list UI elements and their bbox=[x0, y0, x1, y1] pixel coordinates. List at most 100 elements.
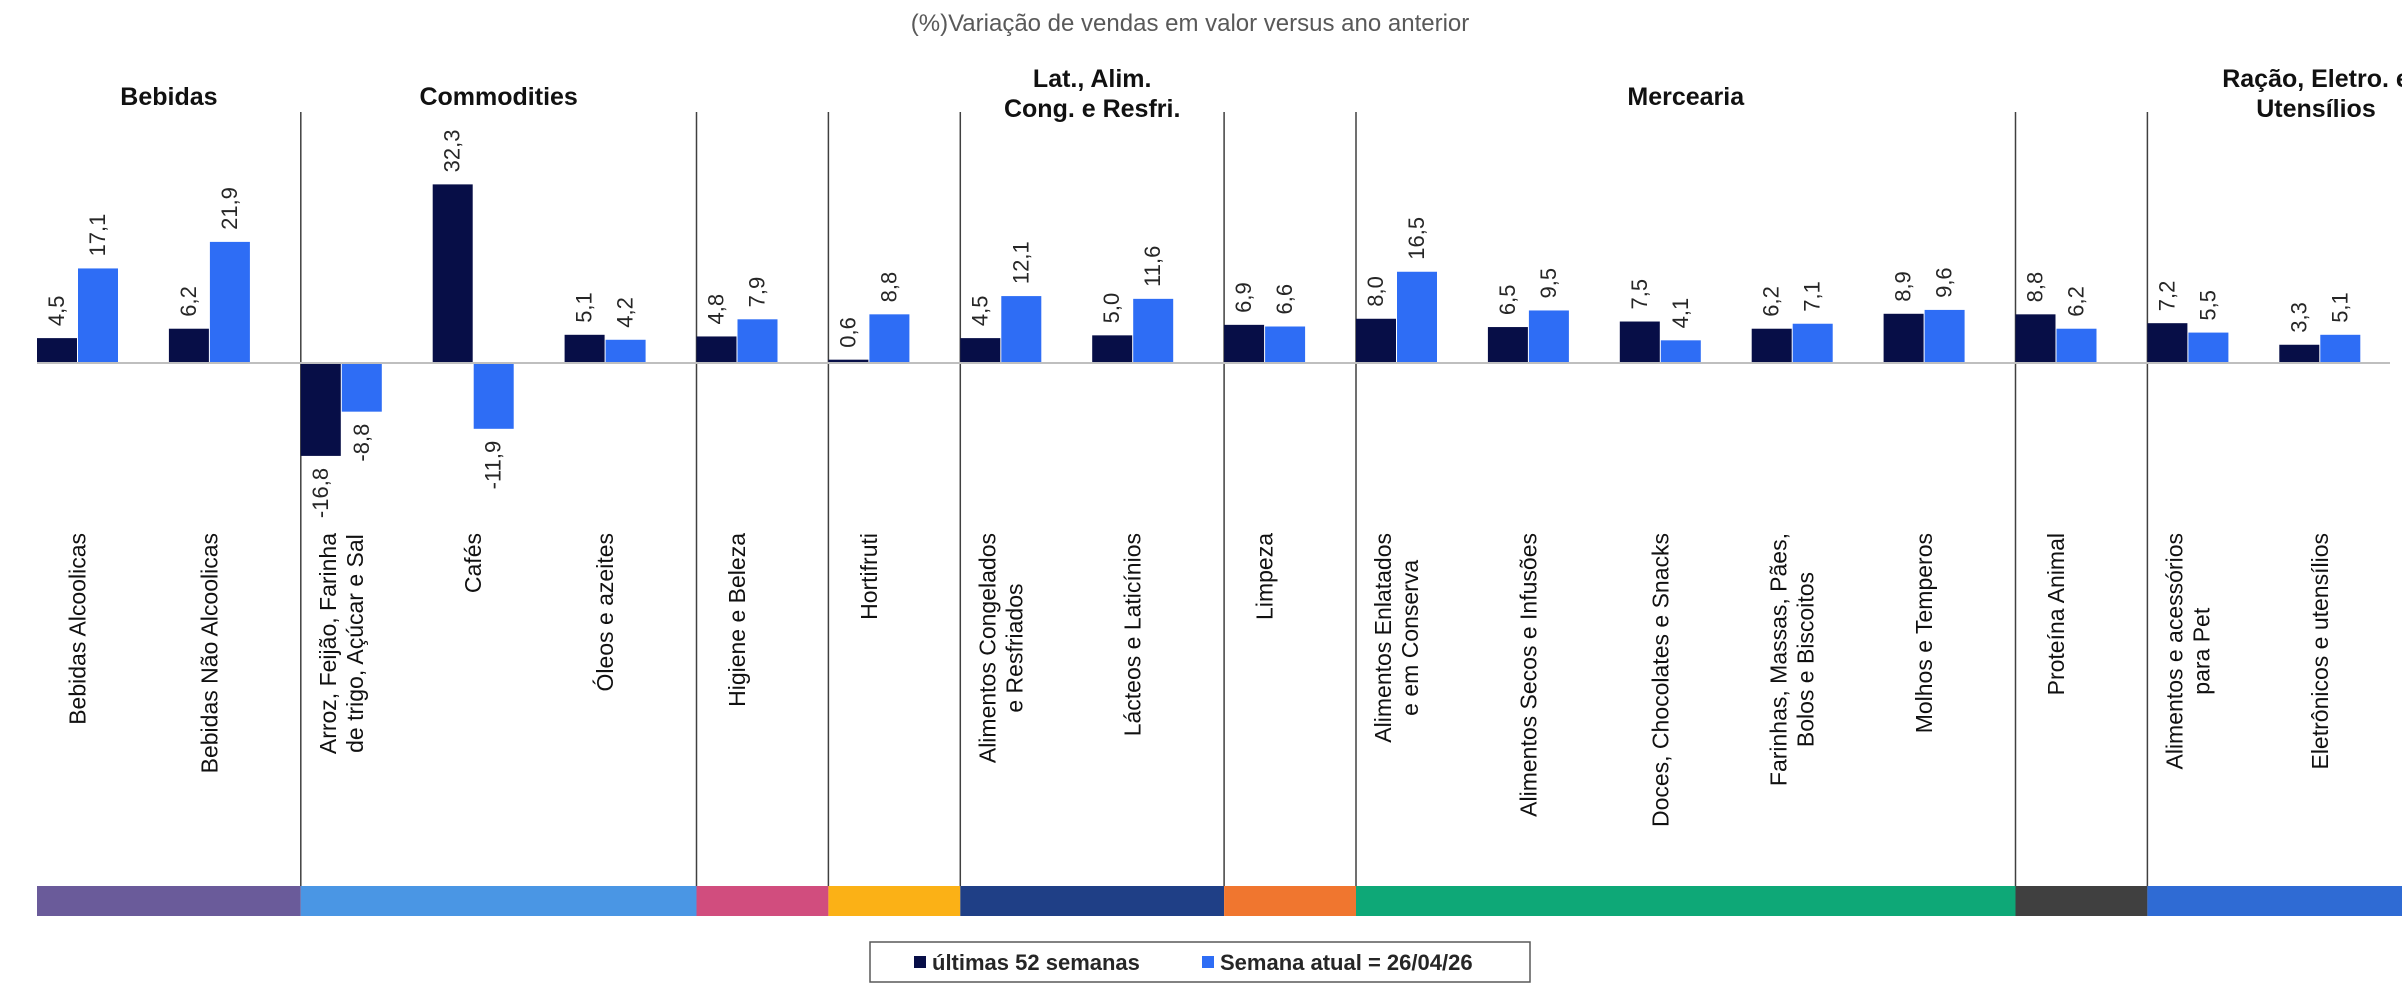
group-band-5 bbox=[960, 886, 1225, 916]
group-band-8 bbox=[2015, 886, 2148, 916]
value-label: 6,2 bbox=[2064, 286, 2089, 317]
category-label: Proteína Animal bbox=[2043, 533, 2069, 695]
value-label: 4,5 bbox=[967, 296, 992, 327]
group-band-1 bbox=[37, 886, 301, 916]
value-label: 5,1 bbox=[2327, 292, 2352, 323]
bar-last-52-weeks bbox=[696, 336, 737, 363]
group-band-7 bbox=[1356, 886, 2016, 916]
value-label: 32,3 bbox=[440, 130, 465, 173]
bar-current-week bbox=[2056, 328, 2097, 363]
value-label: 8,8 bbox=[2023, 272, 2048, 303]
value-label: -8,8 bbox=[349, 424, 374, 462]
value-label: 7,1 bbox=[1800, 281, 1825, 312]
category-label: Alimentos Congeladose Resfriados bbox=[974, 533, 1027, 763]
group-label-lat-alim-cong-e-resfri: Lat., Alim. Cong. e Resfri. bbox=[1004, 65, 1180, 123]
bar-last-52-weeks bbox=[1487, 327, 1528, 363]
group-band-3 bbox=[696, 886, 829, 916]
group-label-bebidas: Bebidas bbox=[120, 83, 217, 111]
bar-last-52-weeks bbox=[2147, 323, 2188, 363]
value-label: 21,9 bbox=[217, 187, 242, 230]
bar-current-week bbox=[1265, 326, 1306, 363]
legend-swatch-52-weeks bbox=[914, 956, 926, 968]
category-label: Limpeza bbox=[1252, 533, 1278, 620]
bar-current-week bbox=[869, 314, 910, 363]
value-label: 11,6 bbox=[1140, 246, 1165, 287]
bar-current-week bbox=[1133, 298, 1174, 363]
value-label: 4,8 bbox=[704, 294, 729, 325]
value-label: 5,0 bbox=[1099, 293, 1124, 324]
value-label: 12,1 bbox=[1008, 241, 1033, 284]
value-label: -16,8 bbox=[308, 468, 333, 518]
category-label: Cafés bbox=[460, 533, 486, 593]
value-label: 6,9 bbox=[1231, 282, 1256, 313]
bar-current-week bbox=[605, 339, 646, 363]
value-label: 4,5 bbox=[44, 296, 69, 327]
value-label: 6,2 bbox=[1759, 286, 1784, 317]
category-label: Óleos e azeites bbox=[592, 533, 618, 692]
bar-current-week bbox=[341, 363, 382, 412]
bar-last-52-weeks bbox=[828, 359, 869, 363]
group-band-6 bbox=[1224, 886, 1356, 916]
value-label: -11,9 bbox=[481, 441, 506, 490]
bar-current-week bbox=[1001, 296, 1042, 363]
value-label: 6,5 bbox=[1495, 284, 1520, 315]
bar-last-52-weeks bbox=[300, 363, 341, 456]
bar-current-week bbox=[1397, 271, 1437, 363]
category-label: Arroz, Feijão, Farinhade trigo, Açúcar e… bbox=[315, 533, 368, 754]
value-label: 7,9 bbox=[745, 277, 770, 308]
group-band-9 bbox=[2147, 886, 2402, 916]
value-label: 0,6 bbox=[835, 317, 860, 348]
category-label: Alimentos e acessóriospara Pet bbox=[2161, 533, 2214, 770]
group-label-racao-eletro-e-utensilios: Ração, Eletro. e Utensílios bbox=[2222, 65, 2402, 123]
bar-current-week bbox=[209, 241, 250, 363]
value-label: 6,6 bbox=[1272, 284, 1297, 315]
bar-last-52-weeks bbox=[960, 338, 1001, 363]
category-label: Molhos e Temperos bbox=[1911, 533, 1937, 733]
value-label: 7,5 bbox=[1627, 279, 1652, 310]
value-label: 9,6 bbox=[1932, 267, 1957, 298]
category-label: Hortifruti bbox=[856, 533, 882, 620]
value-label: 16,5 bbox=[1404, 217, 1429, 260]
bar-last-52-weeks bbox=[564, 334, 605, 363]
value-label: 8,9 bbox=[1891, 271, 1916, 302]
value-label: 8,8 bbox=[876, 272, 901, 303]
bar-current-week bbox=[737, 319, 778, 363]
value-label: 9,5 bbox=[1536, 268, 1561, 299]
legend-box bbox=[869, 941, 1531, 983]
bar-current-week bbox=[2188, 332, 2229, 363]
group-label-commodities: Commodities bbox=[419, 83, 577, 111]
bar-last-52-weeks bbox=[1224, 324, 1265, 363]
bar-last-52-weeks bbox=[37, 338, 77, 363]
bar-current-week bbox=[1924, 309, 1965, 363]
chart-title: (%)Variação de vendas em valor versus an… bbox=[911, 10, 1470, 37]
category-label: Bebidas Alcoolicas bbox=[65, 533, 91, 725]
value-label: 5,5 bbox=[2195, 290, 2220, 321]
value-label: 4,2 bbox=[613, 297, 638, 328]
value-label: 3,3 bbox=[2286, 302, 2311, 333]
bar-last-52-weeks bbox=[2279, 344, 2320, 363]
value-label: 4,1 bbox=[1668, 298, 1693, 329]
value-label: 8,0 bbox=[1363, 276, 1388, 307]
value-label: 7,2 bbox=[2154, 281, 2179, 312]
bar-last-52-weeks bbox=[168, 328, 209, 363]
bar-current-week bbox=[1792, 323, 1833, 363]
legend-swatch-current-week bbox=[1202, 956, 1214, 968]
category-label: Eletrônicos e utensílios bbox=[2307, 533, 2333, 770]
bar-last-52-weeks bbox=[1883, 313, 1924, 363]
bar-current-week bbox=[1660, 340, 1701, 363]
bar-last-52-weeks bbox=[1751, 328, 1792, 363]
legend-label-current-week: Semana atual = 26/04/26 bbox=[1220, 950, 1473, 975]
group-band-2 bbox=[300, 886, 697, 916]
bar-current-week bbox=[473, 363, 514, 429]
value-label: 5,1 bbox=[572, 292, 597, 323]
category-label: Alimentos Secos e Infusões bbox=[1515, 533, 1541, 817]
legend: últimas 52 semanas Semana atual = 26/04/… bbox=[869, 941, 1531, 983]
bar-last-52-weeks bbox=[1356, 318, 1396, 363]
group-label-mercearia: Mercearia bbox=[1627, 83, 1745, 111]
bar-current-week bbox=[1528, 310, 1569, 363]
category-label: Alimentos Enlatadose em Conserva bbox=[1370, 533, 1423, 743]
bar-last-52-weeks bbox=[1619, 321, 1660, 363]
bar-current-week bbox=[2320, 334, 2361, 363]
bar-last-52-weeks bbox=[432, 184, 473, 363]
